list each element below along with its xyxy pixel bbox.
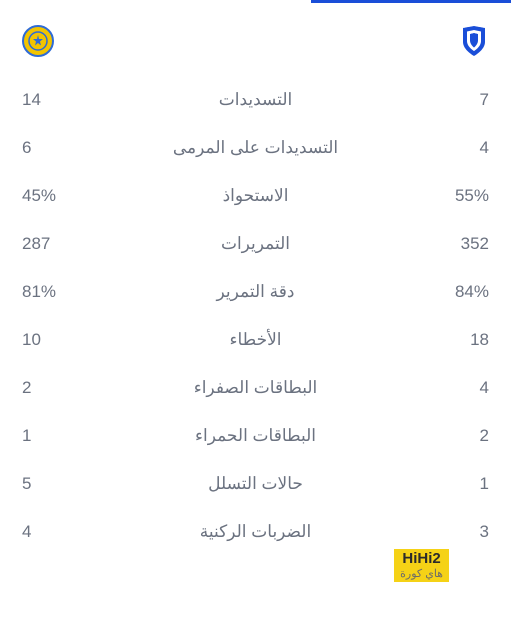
team-logos-row [0, 0, 511, 76]
stat-label: التمريرات [82, 234, 429, 254]
stat-right-value: 3 [429, 522, 489, 542]
stat-label: التسديدات على المرمى [82, 138, 429, 158]
match-stats-table: 14 التسديدات 7 6 التسديدات على المرمى 4 … [0, 76, 511, 556]
stat-left-value: 45% [22, 186, 82, 206]
stat-row: 14 التسديدات 7 [22, 76, 489, 124]
stat-left-value: 10 [22, 330, 82, 350]
stat-row: 287 التمريرات 352 [22, 220, 489, 268]
stat-row: 2 البطاقات الصفراء 4 [22, 364, 489, 412]
stat-right-value: 55% [429, 186, 489, 206]
stat-row: 6 التسديدات على المرمى 4 [22, 124, 489, 172]
stat-left-value: 81% [22, 282, 82, 302]
stat-row: 10 الأخطاء 18 [22, 316, 489, 364]
team-left-logo [22, 25, 54, 57]
stat-right-value: 2 [429, 426, 489, 446]
stat-right-value: 4 [429, 378, 489, 398]
stat-left-value: 6 [22, 138, 82, 158]
stat-row: 1 البطاقات الحمراء 2 [22, 412, 489, 460]
stat-right-value: 84% [429, 282, 489, 302]
stat-row: 81% دقة التمرير 84% [22, 268, 489, 316]
stat-label: دقة التمرير [82, 282, 429, 302]
watermark-title: HiHi2 [400, 551, 443, 568]
stat-right-value: 352 [429, 234, 489, 254]
stat-label: البطاقات الحمراء [82, 426, 429, 446]
stat-right-value: 18 [429, 330, 489, 350]
stat-label: الأخطاء [82, 330, 429, 350]
team-right-logo [459, 24, 489, 58]
stat-left-value: 5 [22, 474, 82, 494]
stat-right-value: 1 [429, 474, 489, 494]
stat-left-value: 2 [22, 378, 82, 398]
stat-label: حالات التسلل [82, 474, 429, 494]
stat-left-value: 4 [22, 522, 82, 542]
stat-label: الضربات الركنية [82, 522, 429, 542]
stat-left-value: 287 [22, 234, 82, 254]
stat-right-value: 7 [429, 90, 489, 110]
stat-row: 5 حالات التسلل 1 [22, 460, 489, 508]
stat-label: الاستحواذ [82, 186, 429, 206]
stat-label: التسديدات [82, 90, 429, 110]
stat-left-value: 1 [22, 426, 82, 446]
stat-left-value: 14 [22, 90, 82, 110]
stat-label: البطاقات الصفراء [82, 378, 429, 398]
stat-row: 45% الاستحواذ 55% [22, 172, 489, 220]
stat-right-value: 4 [429, 138, 489, 158]
watermark-subtitle: هاي كورة [400, 568, 443, 580]
active-tab-indicator [311, 0, 511, 3]
watermark-badge: HiHi2 هاي كورة [394, 549, 449, 582]
